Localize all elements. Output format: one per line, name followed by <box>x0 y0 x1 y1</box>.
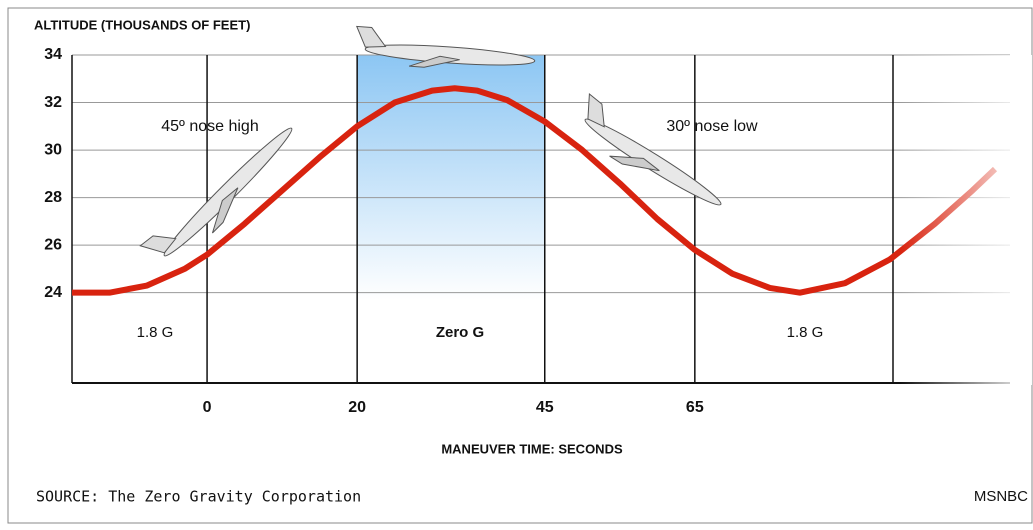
chart-title: ALTITUDE (THOUSANDS OF FEET) <box>34 17 250 32</box>
annotation: 45º nose high <box>161 118 258 135</box>
x-tick-label: 0 <box>203 399 212 416</box>
y-tick-label: 26 <box>44 236 62 253</box>
phase-label: 1.8 G <box>137 324 174 341</box>
x-axis-label: MANEUVER TIME: SECONDS <box>441 441 623 456</box>
phase-label: 1.8 G <box>787 324 824 341</box>
y-tick-label: 30 <box>44 141 62 158</box>
x-tick-label: 45 <box>536 399 554 416</box>
zero-g-band <box>357 55 545 300</box>
phase-label: Zero G <box>436 324 484 341</box>
y-tick-label: 34 <box>44 46 62 63</box>
fade <box>900 55 1032 385</box>
source: SOURCE: The Zero Gravity Corporation <box>36 488 361 506</box>
annotation: 30º nose low <box>666 118 758 135</box>
y-tick-label: 24 <box>44 284 62 301</box>
x-tick-label: 65 <box>686 399 704 416</box>
y-tick-label: 28 <box>44 189 62 206</box>
x-tick-label: 20 <box>348 399 366 416</box>
credit: MSNBC <box>974 488 1028 505</box>
y-tick-label: 32 <box>44 94 62 111</box>
chart: 24 26 28 30 32 34 0 20 45 65 1.8 G Zero G 1.8 G 45º n… <box>0 0 1033 525</box>
